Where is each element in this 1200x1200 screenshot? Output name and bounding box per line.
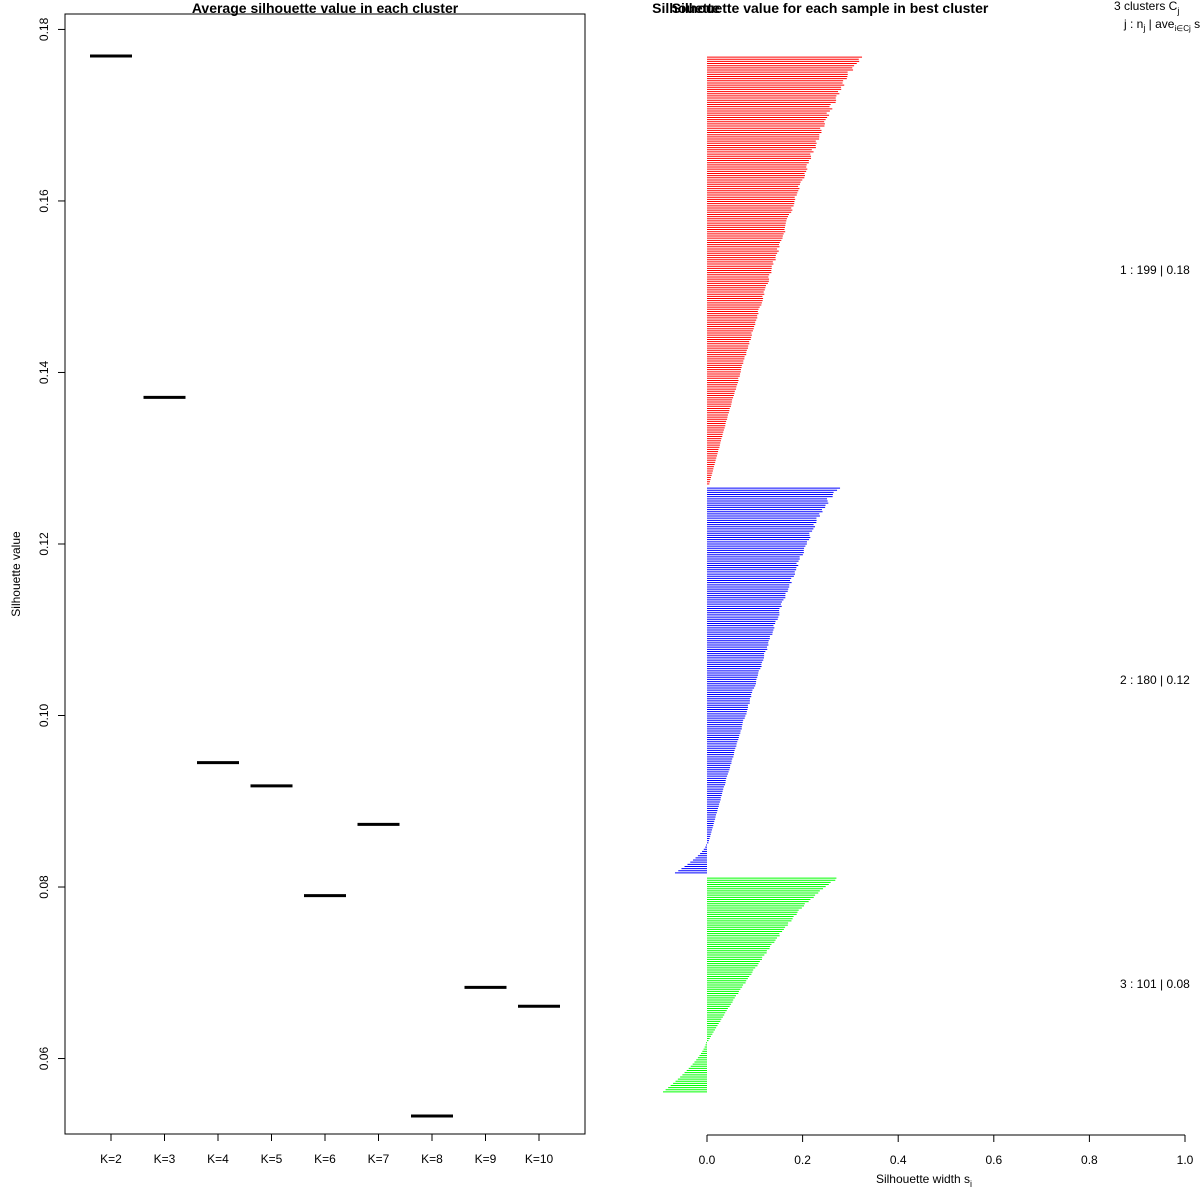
- right-x-tick-label: 0.8: [1081, 1153, 1098, 1167]
- left-plot-frame: [64, 13, 586, 1135]
- right-x-tick-label: 0.0: [699, 1153, 716, 1167]
- cluster-header-line1: 3 clusters Cj: [1114, 0, 1179, 16]
- left-x-tick-label: K=5: [261, 1152, 283, 1166]
- right-panel: Silhouette value for each sample in best…: [652, 0, 1200, 1189]
- left-x-tick-label: K=6: [314, 1152, 336, 1166]
- left-x-tick-label: K=9: [475, 1152, 497, 1166]
- left-x-tick-label: K=8: [421, 1152, 443, 1166]
- left-x-tick-label: K=10: [525, 1152, 554, 1166]
- left-y-tick-label: 0.14: [37, 360, 51, 384]
- left-series: [90, 54, 560, 1118]
- right-x-tick-label: 1.0: [1177, 1153, 1194, 1167]
- right-x-tick-label: 0.2: [794, 1153, 811, 1167]
- left-y-axis: 0.06 0.08 0.10 0.12 0.14 0.16 0.18: [37, 17, 66, 1071]
- cluster-2-summary: 2 : 180 | 0.12: [1120, 673, 1190, 687]
- left-x-tick-label: K=7: [368, 1152, 390, 1166]
- left-y-tick-label: 0.16: [37, 189, 51, 213]
- left-chart-title: Average silhouette value in each cluster: [192, 0, 459, 16]
- left-y-tick-label: 0.08: [37, 875, 51, 899]
- left-y-axis-label: Silhouette value: [9, 531, 23, 617]
- left-x-axis: K=2 K=3 K=4 K=5 K=6 K=7 K=8 K=9 K=10: [100, 1133, 554, 1166]
- left-x-tick-label: K=4: [207, 1152, 229, 1166]
- left-y-tick-label: 0.10: [37, 703, 51, 727]
- cluster-3-summary: 3 : 101 | 0.08: [1120, 977, 1190, 991]
- silhouette-bars: [663, 56, 863, 1093]
- cluster-1-summary: 1 : 199 | 0.18: [1120, 263, 1190, 277]
- right-chart-title: Silhouette value for each sample in best…: [672, 0, 989, 16]
- left-panel: Average silhouette value in each cluster…: [9, 0, 586, 1166]
- left-y-tick-label: 0.06: [37, 1047, 51, 1071]
- left-y-tick-label: 0.18: [37, 17, 51, 41]
- left-x-tick-label: K=3: [154, 1152, 176, 1166]
- left-x-tick-label: K=2: [100, 1152, 122, 1166]
- cluster-header-line2: j : nj | avei∈Cj s: [1123, 17, 1200, 33]
- right-x-axis-label: Silhouette width si: [876, 1172, 972, 1189]
- left-y-tick-label: 0.12: [37, 532, 51, 556]
- right-overlapping-title: Silhouette: [652, 0, 720, 16]
- right-x-tick-label: 0.4: [890, 1153, 907, 1167]
- right-x-axis: 0.0 0.2 0.4 0.6 0.8 1.0: [699, 1134, 1194, 1167]
- right-x-tick-label: 0.6: [985, 1153, 1002, 1167]
